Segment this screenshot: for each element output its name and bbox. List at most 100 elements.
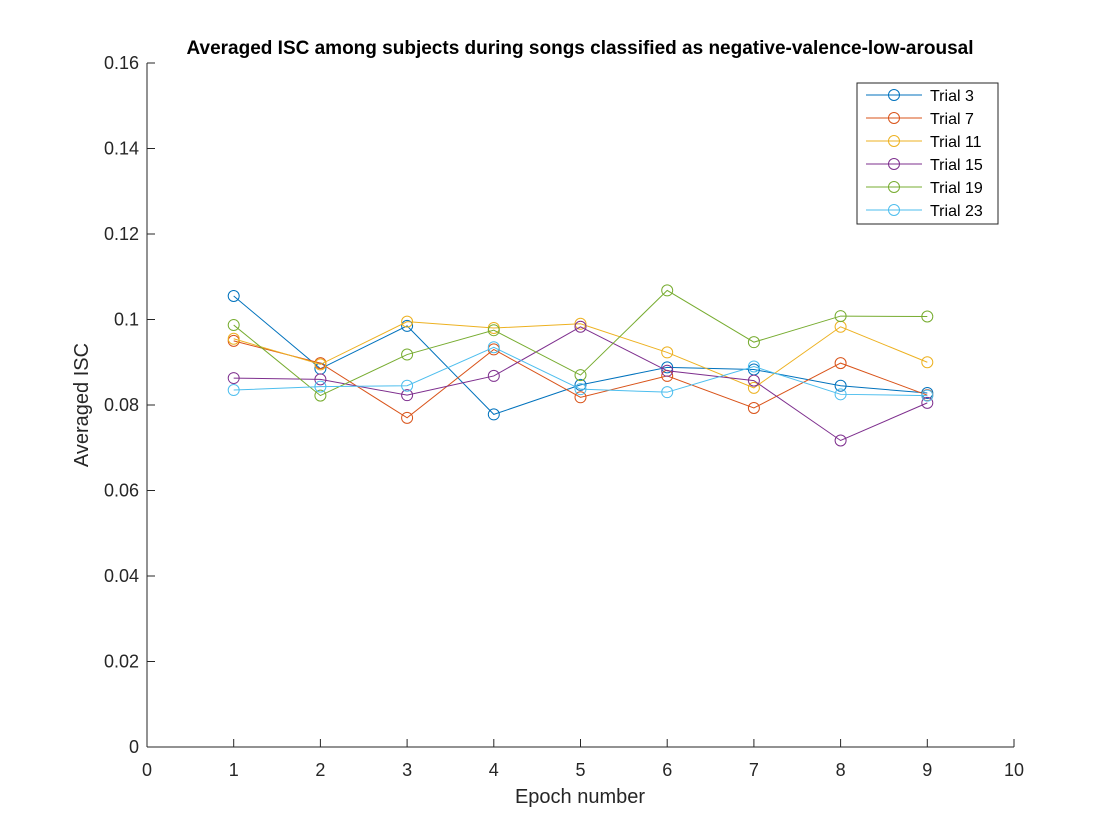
data-point [661, 364, 674, 377]
data-point [227, 332, 240, 345]
data-point [401, 348, 414, 361]
data-point [661, 346, 674, 359]
data-point [401, 389, 414, 402]
legend-marker [888, 135, 900, 147]
series-line [233, 321, 928, 389]
legend-marker [888, 181, 900, 193]
series-line [233, 340, 928, 419]
legend-marker [888, 112, 900, 124]
data-point [401, 315, 414, 328]
legend-item: Trial 11 [866, 134, 982, 151]
legend-marker [888, 158, 900, 170]
data-point [834, 388, 847, 401]
legend-marker [888, 89, 900, 101]
data-point [487, 408, 500, 421]
data-point [574, 320, 587, 333]
y-tick-label: 0.06 [104, 481, 139, 501]
legend-label: Trial 11 [930, 134, 982, 151]
data-point [834, 434, 847, 447]
data-point [487, 341, 500, 354]
series-line [233, 326, 928, 442]
x-tick-label: 7 [749, 760, 759, 780]
legend-label: Trial 19 [930, 180, 983, 197]
legend-marker [888, 204, 900, 216]
legend-item: Trial 19 [866, 180, 983, 197]
data-point [227, 319, 240, 332]
series-trial-23 [227, 341, 934, 402]
x-tick-label: 10 [1004, 760, 1024, 780]
data-point [747, 381, 760, 394]
series-line [233, 289, 928, 397]
data-point [401, 411, 414, 424]
series-layer [227, 284, 934, 447]
data-point [574, 317, 587, 330]
data-point [314, 389, 327, 402]
data-point [487, 369, 500, 382]
chart-title: Averaged ISC among subjects during songs… [187, 38, 974, 59]
y-tick-label: 0.14 [104, 139, 139, 159]
legend-item: Trial 7 [866, 111, 974, 128]
data-point [834, 379, 847, 392]
data-point [834, 357, 847, 370]
data-point [661, 284, 674, 297]
legend-item: Trial 3 [866, 88, 974, 105]
series-trial-19 [227, 284, 934, 402]
y-tick-label: 0.16 [104, 53, 139, 73]
x-axis-ticks: 0 1 2 3 4 5 6 7 8 9 10 [142, 739, 1024, 780]
legend-label: Trial 7 [930, 111, 974, 128]
x-axis-label: Epoch number [515, 786, 645, 808]
data-point [747, 336, 760, 349]
data-point [921, 396, 934, 409]
y-tick-label: 0 [129, 737, 139, 757]
legend: Trial 3 Trial 7 Trial 11 Trial 15 Trial 19 Tr… [856, 82, 999, 225]
series-line [233, 295, 928, 415]
x-tick-label: 9 [922, 760, 932, 780]
series-trial-15 [227, 320, 934, 447]
series-trial-3 [227, 289, 934, 421]
data-point [401, 379, 414, 392]
x-tick-label: 1 [229, 760, 239, 780]
y-tick-label: 0.08 [104, 395, 139, 415]
data-point [661, 386, 674, 399]
data-point [747, 401, 760, 414]
x-tick-label: 5 [575, 760, 585, 780]
y-axis-label: Averaged ISC [71, 343, 93, 467]
data-point [834, 310, 847, 323]
data-point [574, 378, 587, 391]
legend-item: Trial 23 [866, 203, 983, 220]
x-tick-label: 3 [402, 760, 412, 780]
data-point [661, 361, 674, 374]
data-point [314, 358, 327, 371]
data-point [401, 319, 414, 332]
x-tick-label: 2 [315, 760, 325, 780]
x-tick-label: 0 [142, 760, 152, 780]
series-trial-11 [227, 315, 934, 394]
plot-area: 0 1 2 3 4 5 6 7 8 9 10 0 0.02 0.04 0.06 0.08 0.1 0.12 0.1… [104, 53, 1024, 780]
data-point [314, 373, 327, 386]
legend-item: Trial 15 [866, 157, 983, 174]
data-point [747, 360, 760, 373]
data-point [227, 384, 240, 397]
data-point [574, 383, 587, 396]
x-tick-label: 4 [489, 760, 499, 780]
data-point [487, 324, 500, 337]
x-tick-label: 8 [836, 760, 846, 780]
data-point [921, 356, 934, 369]
y-axis-ticks: 0 0.02 0.04 0.06 0.08 0.1 0.12 0.14 0.16 [104, 53, 155, 757]
y-tick-label: 0.02 [104, 652, 139, 672]
data-point [574, 369, 587, 382]
y-tick-label: 0.1 [114, 310, 139, 330]
y-tick-label: 0.04 [104, 566, 139, 586]
data-point [314, 380, 327, 393]
data-point [747, 374, 760, 387]
legend-box [856, 82, 999, 225]
data-point [921, 310, 934, 323]
legend-label: Trial 23 [930, 203, 983, 220]
x-tick-label: 6 [662, 760, 672, 780]
data-point [227, 372, 240, 385]
data-point [574, 391, 587, 404]
legend-label: Trial 3 [930, 88, 974, 105]
legend-label: Trial 15 [930, 157, 983, 174]
data-point [921, 389, 934, 402]
